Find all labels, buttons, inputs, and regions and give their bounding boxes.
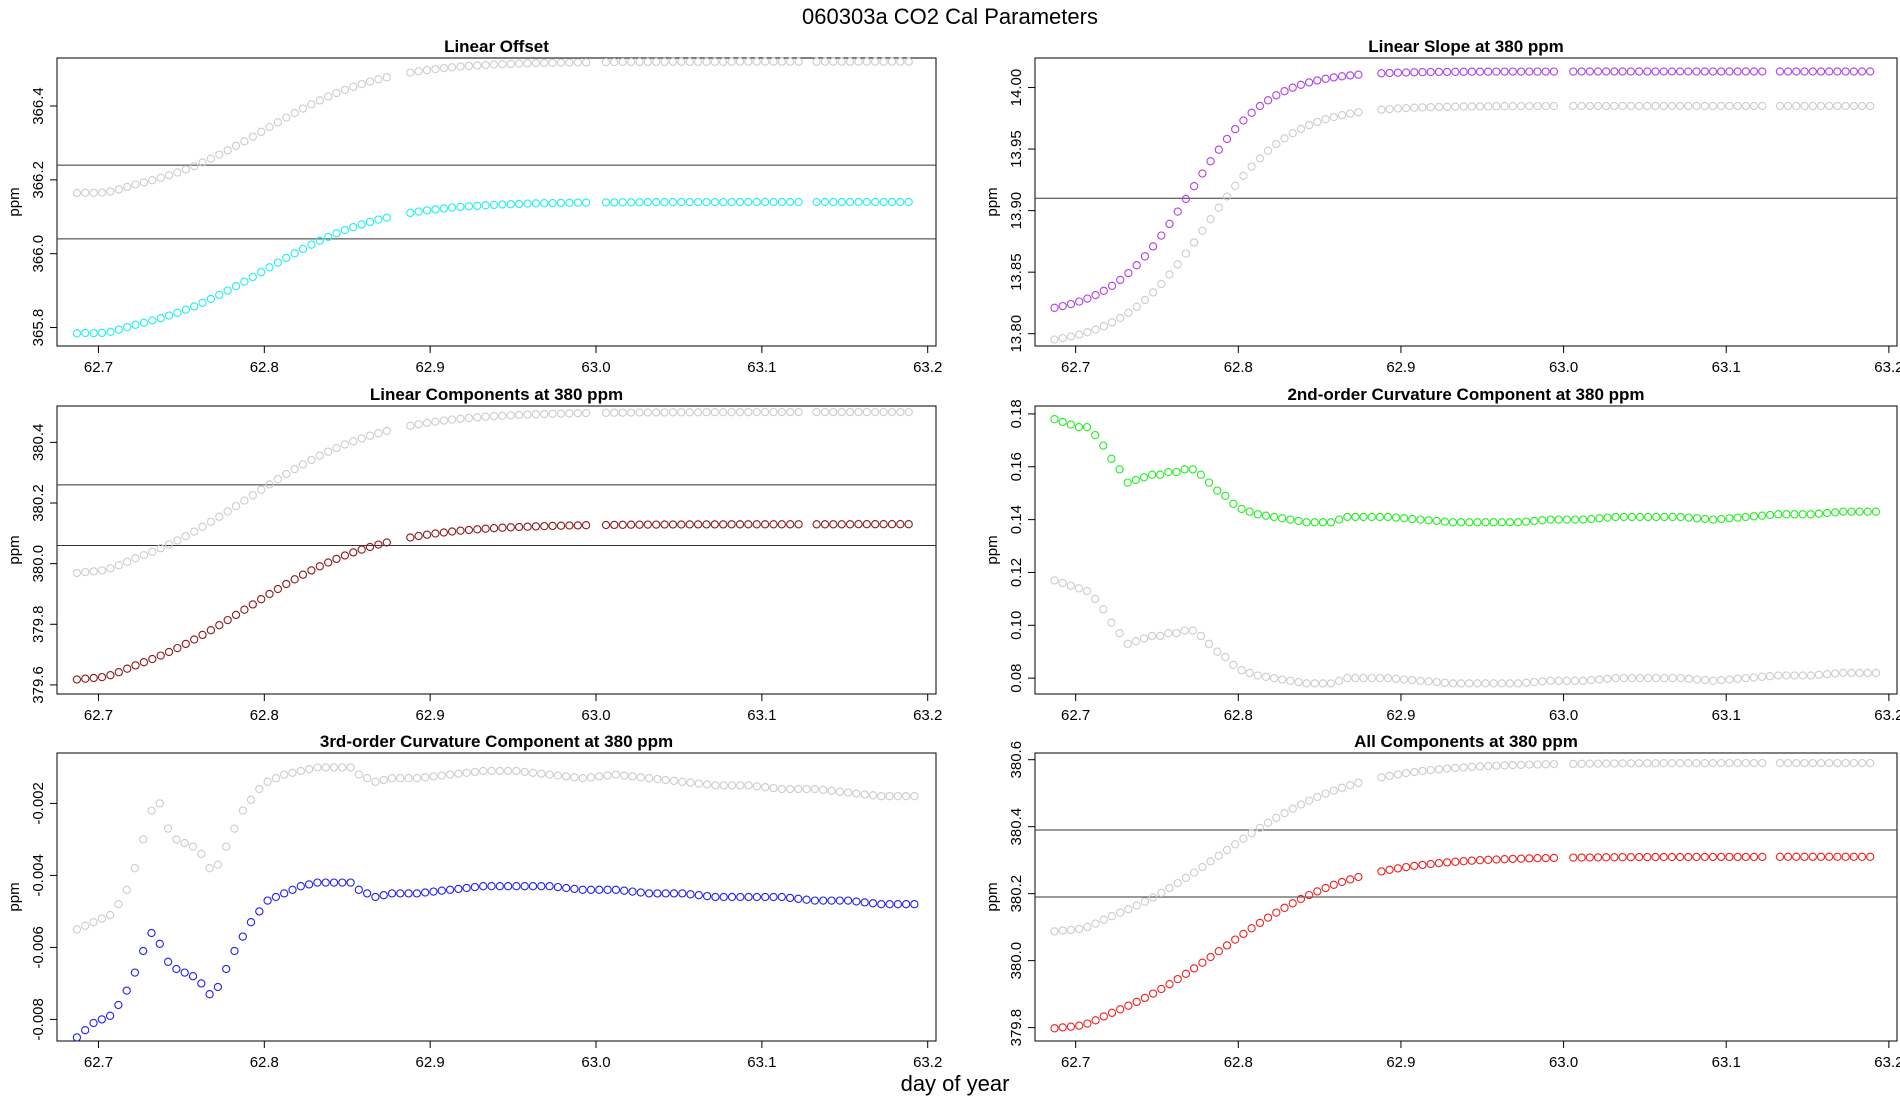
panel-title: Linear Slope at 380 ppm xyxy=(1368,37,1564,56)
x-tick-label: 62.9 xyxy=(1386,1054,1415,1071)
x-tick-label: 63.2 xyxy=(1874,1054,1900,1071)
y-tick-label: 366.4 xyxy=(30,87,47,125)
x-tick-label: 62.8 xyxy=(1224,359,1253,376)
x-tick-label: 63.0 xyxy=(1549,707,1578,724)
x-tick-label: 62.7 xyxy=(84,359,113,376)
x-tick-label: 62.9 xyxy=(416,359,445,376)
y-tick-label: -0.006 xyxy=(30,926,47,969)
panel-title: All Components at 380 ppm xyxy=(1354,732,1578,751)
panel-title: Linear Offset xyxy=(444,37,549,56)
calibration-figure: 060303a CO2 Cal Parameters day of year L… xyxy=(0,0,1900,1100)
y-tick-label: 380.6 xyxy=(1008,741,1025,779)
x-tick-label: 62.9 xyxy=(416,707,445,724)
x-tick-label: 63.1 xyxy=(1712,707,1741,724)
figure-title: 060303a CO2 Cal Parameters xyxy=(802,4,1098,29)
x-tick-label: 63.2 xyxy=(1874,707,1900,724)
x-tick-label: 63.0 xyxy=(1549,1054,1578,1071)
y-tick-label: 380.4 xyxy=(1008,808,1025,846)
panel-title: Linear Components at 380 ppm xyxy=(370,385,623,404)
x-tick-label: 63.0 xyxy=(1549,359,1578,376)
y-tick-label: 379.8 xyxy=(1008,1009,1025,1047)
x-tick-label: 62.9 xyxy=(1386,359,1415,376)
y-axis-label: ppm xyxy=(6,535,23,564)
y-tick-label: 380.2 xyxy=(30,484,47,522)
y-tick-label: -0.008 xyxy=(30,998,47,1041)
x-axis-label: day of year xyxy=(901,1071,1010,1096)
x-tick-label: 62.8 xyxy=(250,707,279,724)
y-tick-label: 0.08 xyxy=(1008,664,1025,693)
y-axis-label: ppm xyxy=(984,882,1001,911)
y-tick-label: 380.4 xyxy=(30,424,47,462)
x-tick-label: 62.8 xyxy=(250,1054,279,1071)
y-axis-label: ppm xyxy=(984,187,1001,216)
x-tick-label: 63.2 xyxy=(1874,359,1900,376)
x-tick-label: 63.1 xyxy=(1712,359,1741,376)
y-tick-label: 0.12 xyxy=(1008,558,1025,587)
x-tick-label: 63.2 xyxy=(913,707,942,724)
x-tick-label: 63.1 xyxy=(747,359,776,376)
y-tick-label: 366.0 xyxy=(30,235,47,273)
x-tick-label: 63.0 xyxy=(581,359,610,376)
y-axis-label: ppm xyxy=(984,535,1001,564)
x-tick-label: 62.7 xyxy=(1061,1054,1090,1071)
y-tick-label: 380.0 xyxy=(1008,942,1025,980)
panel-title: 2nd-order Curvature Component at 380 ppm xyxy=(1287,385,1644,404)
y-tick-label: -0.002 xyxy=(30,782,47,825)
x-tick-label: 63.0 xyxy=(581,1054,610,1071)
x-tick-label: 63.2 xyxy=(913,1054,942,1071)
y-axis-label: ppm xyxy=(6,882,23,911)
y-axis-label: ppm xyxy=(6,187,23,216)
y-tick-label: 366.2 xyxy=(30,161,47,199)
panel-title: 3rd-order Curvature Component at 380 ppm xyxy=(320,732,673,751)
y-tick-label: 13.95 xyxy=(1008,130,1025,168)
x-tick-label: 63.1 xyxy=(1712,1054,1741,1071)
y-tick-label: 0.14 xyxy=(1008,505,1025,534)
y-tick-label: 0.18 xyxy=(1008,399,1025,428)
y-tick-label: 380.0 xyxy=(30,545,47,583)
y-tick-label: -0.004 xyxy=(30,854,47,897)
y-tick-label: 14.00 xyxy=(1008,69,1025,107)
x-tick-label: 63.1 xyxy=(747,1054,776,1071)
y-tick-label: 0.10 xyxy=(1008,611,1025,640)
y-tick-label: 13.90 xyxy=(1008,192,1025,230)
x-tick-label: 62.8 xyxy=(1224,1054,1253,1071)
x-tick-label: 62.7 xyxy=(84,1054,113,1071)
x-tick-label: 62.7 xyxy=(84,707,113,724)
y-tick-label: 379.6 xyxy=(30,666,47,704)
y-tick-label: 379.8 xyxy=(30,606,47,644)
x-tick-label: 62.8 xyxy=(250,359,279,376)
x-tick-label: 63.1 xyxy=(747,707,776,724)
x-tick-label: 62.9 xyxy=(416,1054,445,1071)
x-tick-label: 62.7 xyxy=(1061,707,1090,724)
x-tick-label: 63.2 xyxy=(913,359,942,376)
y-tick-label: 0.16 xyxy=(1008,452,1025,481)
x-tick-label: 62.8 xyxy=(1224,707,1253,724)
x-tick-label: 62.7 xyxy=(1061,359,1090,376)
y-tick-label: 13.80 xyxy=(1008,315,1025,353)
y-tick-label: 13.85 xyxy=(1008,253,1025,291)
y-tick-label: 365.8 xyxy=(30,309,47,347)
y-tick-label: 380.2 xyxy=(1008,875,1025,913)
x-tick-label: 63.0 xyxy=(581,707,610,724)
x-tick-label: 62.9 xyxy=(1386,707,1415,724)
